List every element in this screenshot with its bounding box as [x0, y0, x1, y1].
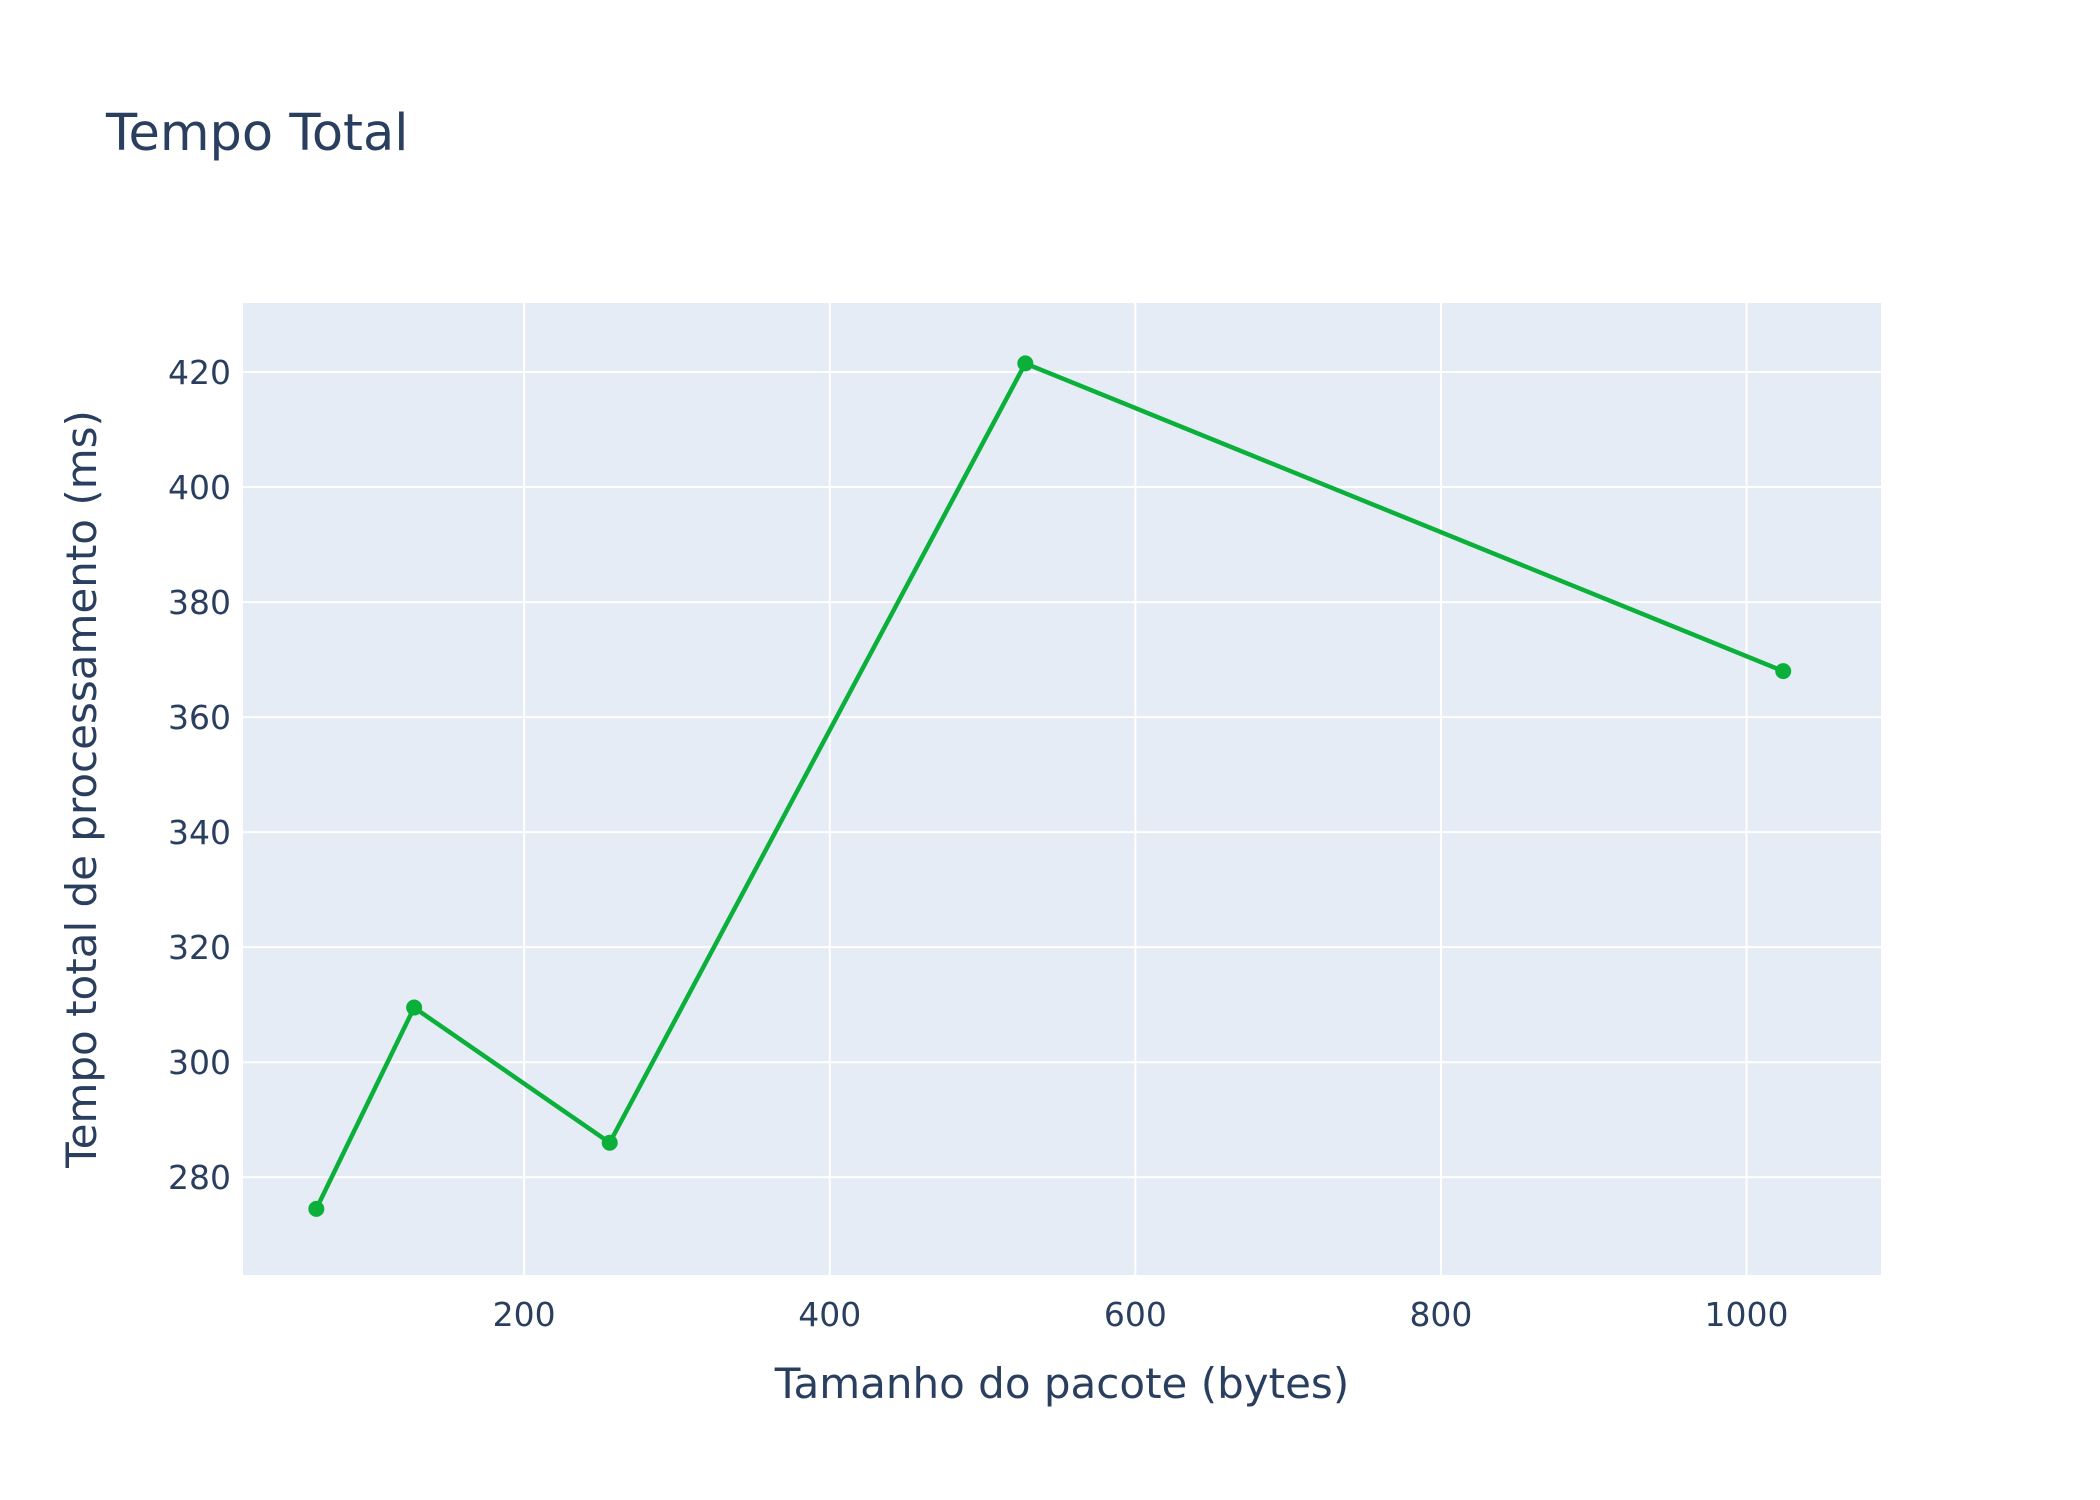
y-tick-label: 420 [168, 353, 231, 392]
y-tick-label: 380 [168, 583, 231, 622]
data-point [406, 999, 423, 1016]
x-tick-label: 1000 [1705, 1295, 1789, 1334]
y-tick-label: 400 [168, 468, 231, 507]
x-tick-label: 400 [798, 1295, 861, 1334]
x-axis-label: Tamanho do pacote (bytes) [774, 1359, 1349, 1408]
data-point [1775, 663, 1792, 680]
data-point [601, 1134, 618, 1151]
x-tick-label: 200 [493, 1295, 556, 1334]
gridlines [243, 303, 1881, 1275]
chart-title: Tempo Total [105, 104, 408, 163]
series-layer [308, 355, 1792, 1217]
y-tick-label: 280 [168, 1158, 231, 1197]
y-tick-label: 340 [168, 813, 231, 852]
x-tick-label: 800 [1409, 1295, 1472, 1334]
plot-area [243, 303, 1881, 1275]
y-tick-label: 300 [168, 1043, 231, 1082]
y-tick-label: 320 [168, 928, 231, 967]
x-tick-label: 600 [1104, 1295, 1167, 1334]
data-point [1017, 355, 1034, 372]
y-tick-label: 360 [168, 698, 231, 737]
y-tick-labels: 280 300 320 340 360 380 400 420 [168, 353, 231, 1197]
y-axis-label: Tempo total de processamento (ms) [57, 410, 106, 1169]
x-tick-labels: 200 400 600 800 1000 [493, 1295, 1789, 1334]
data-point [308, 1200, 325, 1217]
